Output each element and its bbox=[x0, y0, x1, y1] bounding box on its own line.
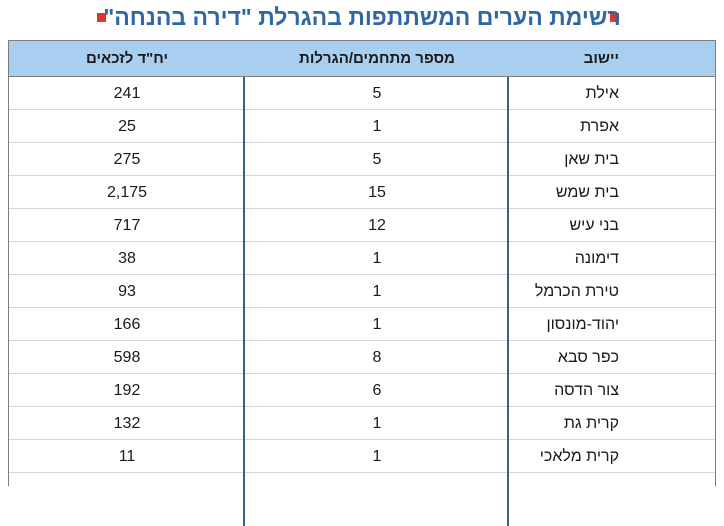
draws-cell: 1 bbox=[372, 283, 382, 300]
town-cell: דימונה bbox=[574, 250, 619, 267]
draws-cell: 5 bbox=[372, 85, 382, 102]
table-row: בני עיש 12 717 bbox=[9, 209, 715, 242]
draws-cell: 1 bbox=[372, 415, 382, 432]
column-divider bbox=[507, 77, 509, 526]
column-header-draws: מספר מתחמים/הגרלות bbox=[299, 50, 455, 67]
table-row: דימונה 1 38 bbox=[9, 242, 715, 275]
draws-cell: 8 bbox=[372, 349, 382, 366]
units-cell: 275 bbox=[113, 151, 141, 168]
units-cell: 166 bbox=[113, 316, 141, 333]
column-header-town: יישוב bbox=[583, 50, 619, 67]
table-row: אפרת 1 25 bbox=[9, 110, 715, 143]
column-divider bbox=[243, 77, 245, 526]
units-cell: 93 bbox=[118, 283, 136, 300]
units-cell: 598 bbox=[113, 349, 141, 366]
title-bar: רשימת הערים המשתתפות בהגרלת "דירה בהנחה" bbox=[0, 0, 724, 38]
table-row: קרית מלאכי 1 11 bbox=[9, 440, 715, 473]
town-cell: קרית מלאכי bbox=[539, 448, 619, 465]
draws-cell: 5 bbox=[372, 151, 382, 168]
table-body: אילת 5 241 אפרת 1 25 בית שאן 5 275 בית ש… bbox=[9, 77, 715, 526]
draws-cell: 1 bbox=[372, 250, 382, 267]
town-cell: בית שאן bbox=[564, 151, 619, 168]
town-cell: צור הדסה bbox=[554, 382, 619, 399]
town-cell: כפר סבא bbox=[557, 349, 619, 366]
table-row: כפר סבא 8 598 bbox=[9, 341, 715, 374]
units-cell: 11 bbox=[118, 448, 136, 465]
title-bullet-left-icon bbox=[97, 13, 106, 22]
town-cell: קרית גת bbox=[563, 415, 619, 432]
draws-cell: 12 bbox=[368, 217, 386, 234]
units-cell: 38 bbox=[118, 250, 136, 267]
town-cell: טירת הכרמל bbox=[534, 283, 619, 300]
draws-cell: 15 bbox=[368, 184, 386, 201]
table-row: צור הדסה 6 192 bbox=[9, 374, 715, 407]
units-cell: 132 bbox=[113, 415, 141, 432]
town-cell: יהוד-מונסון bbox=[546, 316, 619, 333]
title-bullet-right-icon bbox=[610, 13, 619, 22]
town-cell: אילת bbox=[585, 85, 619, 102]
column-header-units: יח"ד לזכאים bbox=[85, 50, 169, 67]
units-cell: 2,175 bbox=[106, 184, 148, 201]
draws-cell: 1 bbox=[372, 316, 382, 333]
towns-table: יישוב מספר מתחמים/הגרלות יח"ד לזכאים איל… bbox=[8, 40, 716, 526]
draws-cell: 1 bbox=[372, 448, 382, 465]
table-row: קרית גת 1 132 bbox=[9, 407, 715, 440]
town-cell: בית שמש bbox=[555, 184, 619, 201]
units-cell: 241 bbox=[113, 85, 141, 102]
table-row: יהוד-מונסון 1 166 bbox=[9, 308, 715, 341]
units-cell: 192 bbox=[113, 382, 141, 399]
town-cell: אפרת bbox=[580, 118, 619, 135]
table-row: בית שמש 15 2,175 bbox=[9, 176, 715, 209]
table-row: אילת 5 241 bbox=[9, 77, 715, 110]
table-header: יישוב מספר מתחמים/הגרלות יח"ד לזכאים bbox=[9, 40, 715, 77]
draws-cell: 6 bbox=[372, 382, 382, 399]
units-cell: 25 bbox=[118, 118, 136, 135]
page-title: רשימת הערים המשתתפות בהגרלת "דירה בהנחה" bbox=[103, 4, 621, 30]
draws-cell: 1 bbox=[372, 118, 382, 135]
town-cell: בני עיש bbox=[569, 217, 619, 234]
table-row: בית שאן 5 275 bbox=[9, 143, 715, 176]
table-row: טירת הכרמל 1 93 bbox=[9, 275, 715, 308]
units-cell: 717 bbox=[113, 217, 141, 234]
